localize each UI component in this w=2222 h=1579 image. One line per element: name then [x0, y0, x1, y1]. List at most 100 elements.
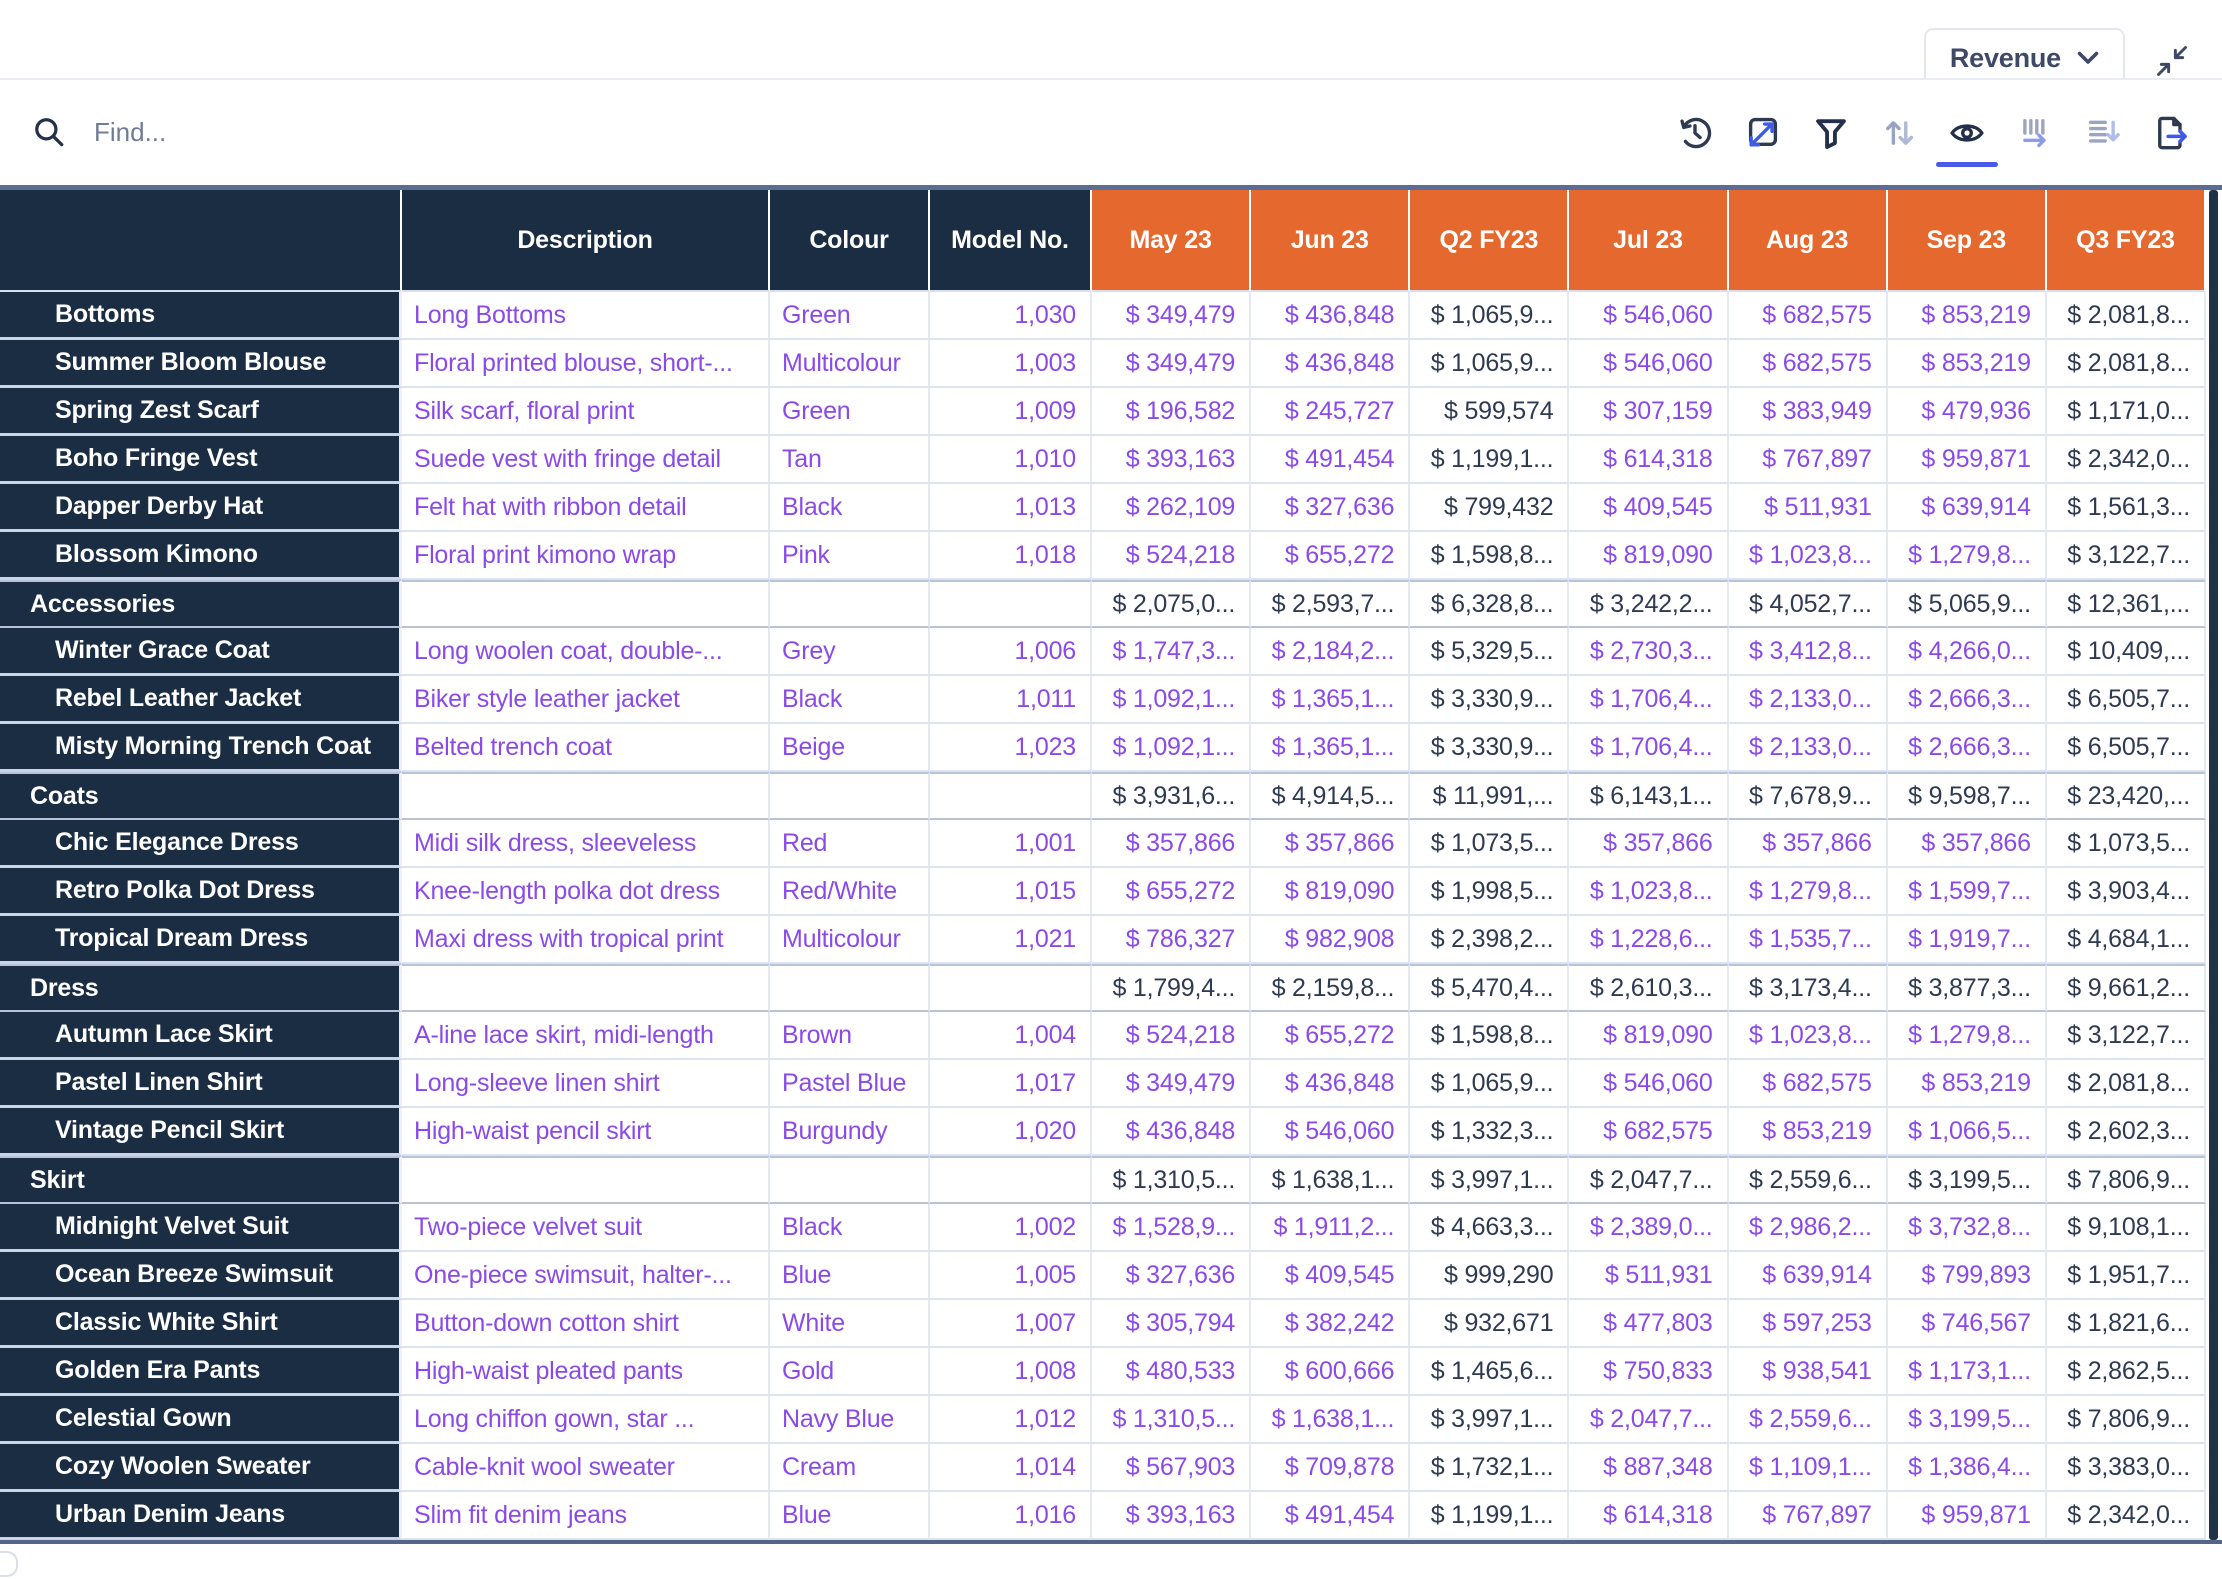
- value-cell[interactable]: $ 655,272: [1092, 868, 1252, 916]
- colour-cell[interactable]: Black: [770, 676, 930, 724]
- value-cell[interactable]: $ 479,936: [1887, 388, 2047, 436]
- model-cell[interactable]: 1,017: [930, 1060, 1092, 1108]
- column-header-q2-fy23[interactable]: Q2 FY23: [1410, 190, 1570, 292]
- value-cell[interactable]: $ 357,866: [1251, 820, 1411, 868]
- row-header[interactable]: Summer Bloom Blouse: [0, 340, 402, 388]
- row-header[interactable]: Classic White Shirt: [0, 1300, 402, 1348]
- model-cell[interactable]: 1,011: [930, 676, 1092, 724]
- value-cell[interactable]: $ 409,545: [1569, 484, 1729, 532]
- value-cell[interactable]: $ 819,090: [1251, 868, 1411, 916]
- description-cell[interactable]: Long woolen coat, double-...: [402, 628, 770, 676]
- colour-cell[interactable]: Grey: [770, 628, 930, 676]
- row-header[interactable]: Winter Grace Coat: [0, 628, 402, 676]
- value-cell[interactable]: $ 750,833: [1569, 1348, 1729, 1396]
- model-cell[interactable]: 1,004: [930, 1012, 1092, 1060]
- value-cell[interactable]: $ 3,199,5...: [1887, 1396, 2047, 1444]
- value-cell[interactable]: $ 1,173,1...: [1887, 1348, 2047, 1396]
- model-cell[interactable]: 1,001: [930, 820, 1092, 868]
- value-cell[interactable]: $ 1,109,1...: [1728, 1444, 1888, 1492]
- value-cell[interactable]: $ 682,575: [1728, 340, 1888, 388]
- value-cell[interactable]: $ 436,848: [1251, 340, 1411, 388]
- description-cell[interactable]: Cable-knit wool sweater: [402, 1444, 770, 1492]
- row-header[interactable]: Retro Polka Dot Dress: [0, 868, 402, 916]
- value-cell[interactable]: $ 1,747,3...: [1092, 628, 1252, 676]
- value-cell[interactable]: $ 786,327: [1092, 916, 1252, 964]
- value-cell[interactable]: $ 1,023,8...: [1728, 1012, 1888, 1060]
- column-header-may-23[interactable]: May 23: [1092, 190, 1252, 292]
- model-cell[interactable]: 1,008: [930, 1348, 1092, 1396]
- row-header[interactable]: Spring Zest Scarf: [0, 388, 402, 436]
- colour-cell[interactable]: Green: [770, 388, 930, 436]
- columns-icon[interactable]: [2016, 114, 2054, 152]
- value-cell[interactable]: $ 477,803: [1569, 1300, 1729, 1348]
- model-cell[interactable]: 1,015: [930, 868, 1092, 916]
- model-cell[interactable]: 1,013: [930, 484, 1092, 532]
- value-cell[interactable]: $ 1,706,4...: [1569, 724, 1729, 772]
- value-cell[interactable]: $ 196,582: [1092, 388, 1252, 436]
- colour-cell[interactable]: Burgundy: [770, 1108, 930, 1156]
- column-header-model-no[interactable]: Model No.: [930, 190, 1092, 292]
- model-cell[interactable]: 1,018: [930, 532, 1092, 580]
- value-cell[interactable]: $ 307,159: [1569, 388, 1729, 436]
- model-cell[interactable]: 1,010: [930, 436, 1092, 484]
- value-cell[interactable]: $ 1,911,2...: [1251, 1204, 1411, 1252]
- sort-arrows-icon[interactable]: [1880, 114, 1918, 152]
- value-cell[interactable]: $ 1,066,5...: [1887, 1108, 2047, 1156]
- model-cell[interactable]: 1,002: [930, 1204, 1092, 1252]
- value-cell[interactable]: $ 357,866: [1569, 820, 1729, 868]
- vertical-scrollbar[interactable]: [2209, 190, 2218, 1540]
- value-cell[interactable]: $ 655,272: [1251, 532, 1411, 580]
- value-cell[interactable]: $ 436,848: [1251, 292, 1411, 340]
- column-header-colour[interactable]: Colour: [770, 190, 930, 292]
- colour-cell[interactable]: Tan: [770, 436, 930, 484]
- value-cell[interactable]: $ 3,412,8...: [1728, 628, 1888, 676]
- value-cell[interactable]: $ 819,090: [1569, 1012, 1729, 1060]
- history-icon[interactable]: [1676, 114, 1714, 152]
- value-cell[interactable]: $ 1,023,8...: [1728, 532, 1888, 580]
- value-cell[interactable]: $ 1,386,4...: [1887, 1444, 2047, 1492]
- colour-cell[interactable]: Beige: [770, 724, 930, 772]
- model-cell[interactable]: 1,006: [930, 628, 1092, 676]
- value-cell[interactable]: $ 1,310,5...: [1092, 1396, 1252, 1444]
- model-cell[interactable]: 1,009: [930, 388, 1092, 436]
- value-cell[interactable]: $ 305,794: [1092, 1300, 1252, 1348]
- value-cell[interactable]: $ 2,730,3...: [1569, 628, 1729, 676]
- value-cell[interactable]: $ 1,092,1...: [1092, 724, 1252, 772]
- value-cell[interactable]: $ 639,914: [1728, 1252, 1888, 1300]
- value-cell[interactable]: $ 349,479: [1092, 1060, 1252, 1108]
- description-cell[interactable]: Silk scarf, floral print: [402, 388, 770, 436]
- model-cell[interactable]: 1,020: [930, 1108, 1092, 1156]
- description-cell[interactable]: Floral printed blouse, short-...: [402, 340, 770, 388]
- colour-cell[interactable]: Cream: [770, 1444, 930, 1492]
- value-cell[interactable]: $ 327,636: [1251, 484, 1411, 532]
- row-header[interactable]: Coats: [0, 772, 402, 820]
- description-cell[interactable]: Suede vest with fringe detail: [402, 436, 770, 484]
- colour-cell[interactable]: Blue: [770, 1252, 930, 1300]
- value-cell[interactable]: $ 480,533: [1092, 1348, 1252, 1396]
- value-cell[interactable]: $ 614,318: [1569, 1492, 1729, 1540]
- row-header[interactable]: Cozy Woolen Sweater: [0, 1444, 402, 1492]
- row-header[interactable]: Boho Fringe Vest: [0, 436, 402, 484]
- value-cell[interactable]: $ 409,545: [1251, 1252, 1411, 1300]
- description-cell[interactable]: Maxi dress with tropical print: [402, 916, 770, 964]
- colour-cell[interactable]: Multicolour: [770, 340, 930, 388]
- description-cell[interactable]: Slim fit denim jeans: [402, 1492, 770, 1540]
- value-cell[interactable]: $ 1,279,8...: [1887, 1012, 2047, 1060]
- description-cell[interactable]: A-line lace skirt, midi-length: [402, 1012, 770, 1060]
- value-cell[interactable]: $ 383,949: [1728, 388, 1888, 436]
- value-cell[interactable]: $ 491,454: [1251, 436, 1411, 484]
- colour-cell[interactable]: Red/White: [770, 868, 930, 916]
- value-cell[interactable]: $ 491,454: [1251, 1492, 1411, 1540]
- value-cell[interactable]: $ 546,060: [1569, 1060, 1729, 1108]
- value-cell[interactable]: $ 567,903: [1092, 1444, 1252, 1492]
- visibility-icon[interactable]: [1936, 114, 1998, 167]
- value-cell[interactable]: $ 2,559,6...: [1728, 1396, 1888, 1444]
- colour-cell[interactable]: Brown: [770, 1012, 930, 1060]
- row-header[interactable]: Midnight Velvet Suit: [0, 1204, 402, 1252]
- value-cell[interactable]: $ 2,047,7...: [1569, 1396, 1729, 1444]
- value-cell[interactable]: $ 938,541: [1728, 1348, 1888, 1396]
- value-cell[interactable]: $ 639,914: [1887, 484, 2047, 532]
- value-cell[interactable]: $ 799,893: [1887, 1252, 2047, 1300]
- colour-cell[interactable]: Multicolour: [770, 916, 930, 964]
- value-cell[interactable]: $ 524,218: [1092, 532, 1252, 580]
